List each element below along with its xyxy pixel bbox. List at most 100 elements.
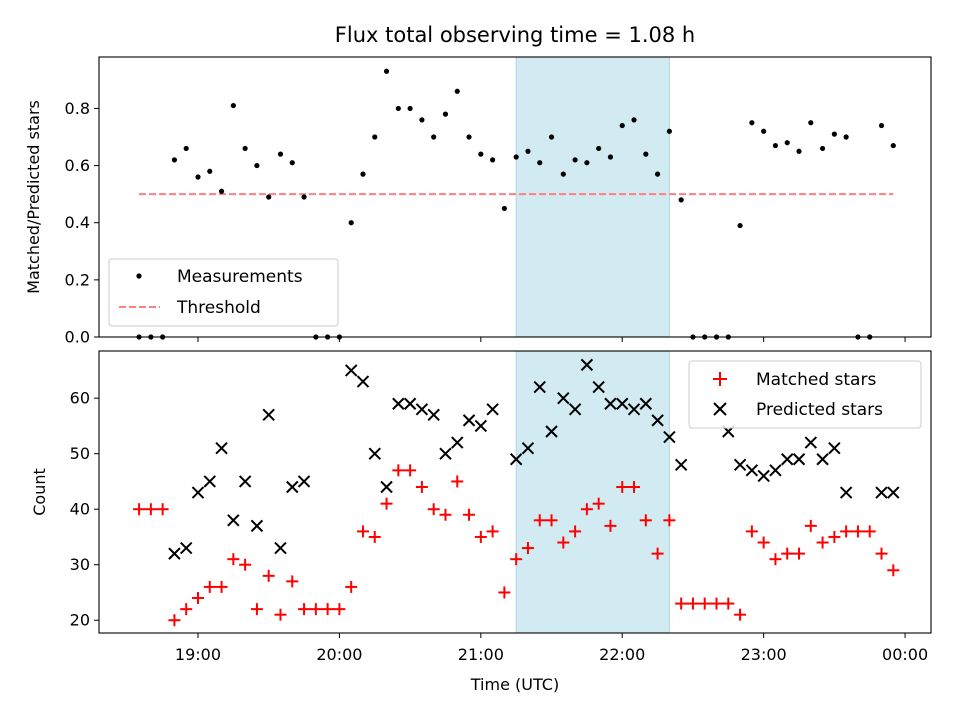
x-axis-label: Time (UTC) (470, 675, 559, 694)
matched-star-point (463, 508, 476, 521)
matched-star-point (628, 481, 641, 494)
measurement-point (737, 222, 743, 229)
matched-star-point (356, 525, 369, 538)
matched-star-point (498, 586, 511, 599)
predicted-star-point (663, 430, 676, 444)
predicted-star-point (250, 519, 264, 533)
matched-star-point (415, 481, 428, 494)
matched-star-point (698, 597, 711, 610)
predicted-star-point (427, 408, 440, 422)
predicted-star-point (168, 547, 181, 560)
top-ytick-label-3: 0.6 (65, 156, 90, 175)
measurement-point (289, 160, 295, 166)
measurement-point (490, 157, 496, 163)
matched-star-point (639, 514, 652, 527)
matched-star-point (851, 525, 864, 538)
measurement-point (584, 160, 590, 166)
matched-star-point (168, 614, 181, 627)
predicted-star-point (486, 403, 499, 416)
measurement-point (784, 140, 790, 146)
matched-star-point (451, 475, 464, 488)
bottom-xtick-label-4: 23:00 (741, 645, 787, 664)
bottom-y-axis: 20 30 40 50 60 (70, 389, 99, 630)
matched-star-point (545, 514, 558, 527)
measurement-point (501, 205, 507, 212)
predicted-star-point (356, 375, 370, 388)
matched-star-point (710, 597, 723, 610)
predicted-star-point (203, 475, 216, 488)
legend-measurements-marker (136, 273, 142, 279)
matched-star-point (840, 525, 853, 538)
matched-star-point (734, 608, 747, 621)
predicted-star-point (521, 441, 535, 455)
measurement-point (678, 197, 684, 203)
chart-title: Flux total observing time = 1.08 h (335, 23, 695, 47)
measurement-point (560, 171, 566, 177)
top-legend-box (108, 258, 339, 327)
matched-star-point (156, 503, 169, 516)
bottom-ytick-label-4: 60 (70, 389, 90, 408)
matched-star-point (769, 553, 782, 566)
predicted-star-point (215, 441, 228, 455)
matched-star-point (510, 553, 523, 566)
measurement-point (643, 151, 649, 157)
predicted-star-point (639, 397, 653, 410)
highlight-span-rect (515, 350, 670, 634)
measurement-point (631, 117, 637, 123)
bottom-x-axis: 19:00 20:00 21:00 22:00 23:00 00:00 (175, 633, 928, 664)
bottom-panel: 20 30 40 50 60 19:00 20:00 21:00 22:00 23:00 00:0… (30, 350, 932, 694)
predicted-star-point (557, 391, 570, 405)
measurement-point (218, 188, 225, 194)
matched-star-point (757, 536, 770, 549)
predicted-star-point (227, 514, 240, 527)
measurement-point (442, 111, 449, 117)
measurement-point (525, 148, 531, 154)
measurement-point (878, 122, 885, 129)
predicted-star-point (297, 475, 311, 488)
top-y-axis: 0.0 0.2 0.4 0.6 0.8 (65, 99, 99, 347)
measurement-point (654, 171, 661, 177)
predicted-star-point (839, 486, 853, 499)
bottom-xtick-label-5: 00:00 (882, 645, 928, 664)
measurement-point (466, 134, 472, 140)
measurement-point (666, 128, 672, 134)
highlight-span-bottom (515, 350, 670, 634)
predicted-star-point (757, 469, 770, 483)
bottom-legend: Matched stars Predicted stars (688, 360, 922, 429)
bottom-axes-frame (98, 350, 932, 634)
predicted-star-point (604, 397, 617, 410)
bottom-legend-box (688, 360, 922, 429)
measurement-point (171, 157, 178, 163)
predicted-star-point (887, 486, 900, 499)
predicted-star-point (262, 408, 275, 422)
measurement-point (383, 68, 390, 74)
matched-star-point (286, 575, 299, 588)
predicted-star-point (191, 486, 205, 499)
matched-star-point (392, 464, 405, 477)
matched-star-point (675, 597, 688, 610)
matched-star-point (686, 597, 699, 610)
matched-star-point (250, 603, 263, 616)
predicted-star-point (509, 453, 523, 466)
top-ytick-label-4: 0.8 (65, 99, 90, 118)
predicted-star-point (816, 453, 829, 466)
matched-star-point (333, 603, 346, 616)
matched-star-point (203, 580, 216, 593)
measurement-point (301, 194, 307, 200)
matched-star-point (722, 597, 735, 610)
legend-predicted-label: Predicted stars (756, 400, 883, 420)
predicted-star-point (769, 464, 782, 477)
predicted-star-point (651, 414, 664, 427)
predicted-star-point (545, 425, 558, 438)
matched-star-point (887, 564, 900, 577)
legend-threshold-label: Threshold (176, 298, 261, 318)
predicted-star-point (415, 403, 429, 416)
matched-star-point (486, 525, 499, 538)
top-panel: 0.00.20.40.60.8 Matched/Predicted stars … (24, 56, 932, 347)
predicted-star-point (238, 475, 252, 488)
measurement-point (419, 117, 425, 123)
measurement-point (254, 162, 260, 169)
predicted-star-point (392, 397, 405, 410)
top-axes-frame (98, 56, 932, 338)
